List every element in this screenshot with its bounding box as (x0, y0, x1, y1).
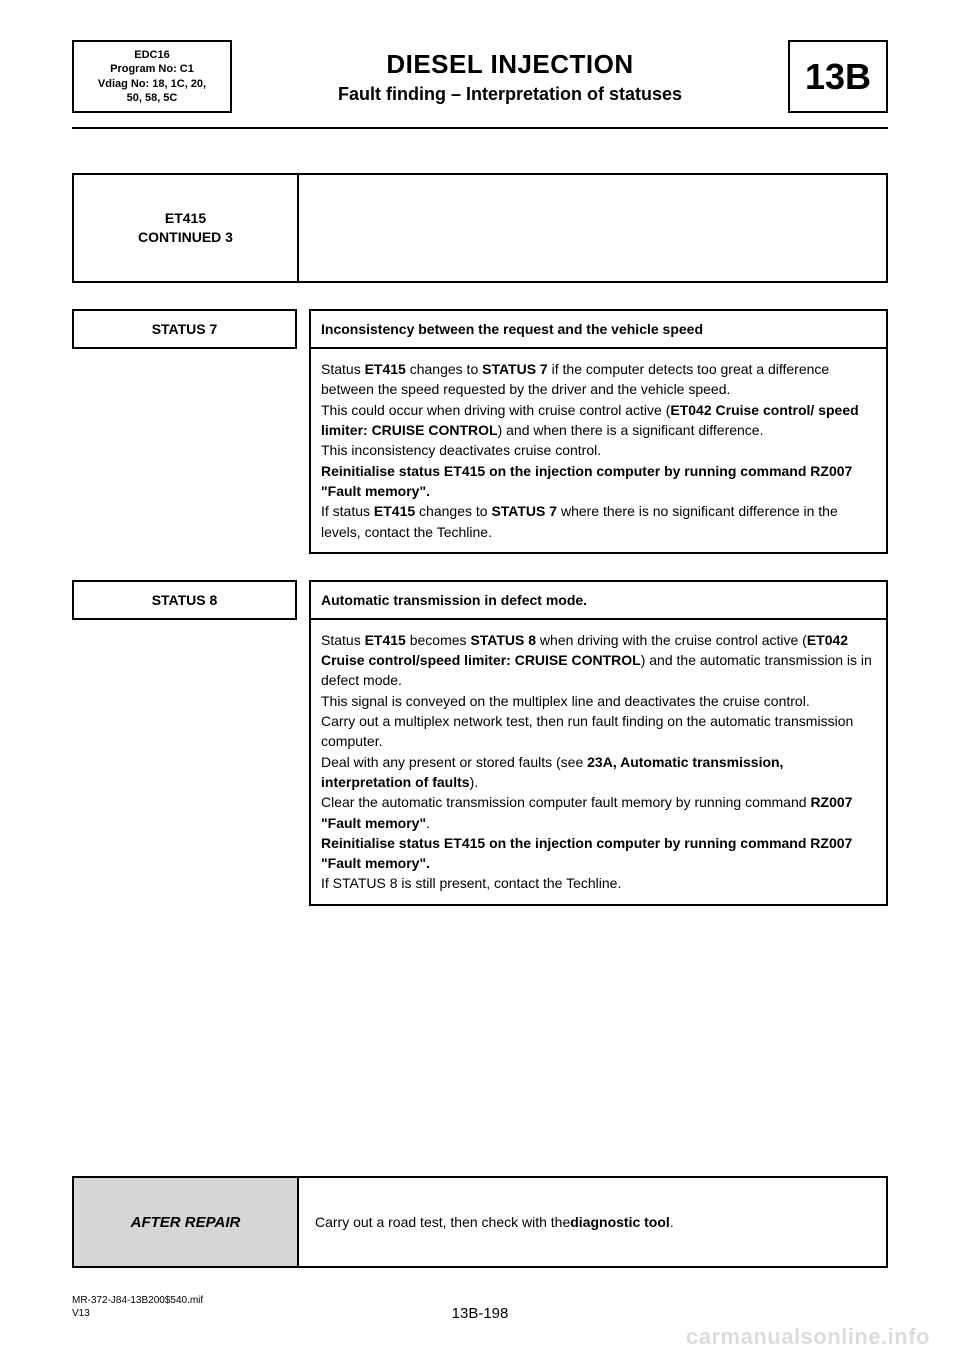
pad (72, 620, 309, 906)
page-header: EDC16 Program No: C1 Vdiag No: 18, 1C, 2… (72, 40, 888, 113)
et-header-row: ET415 CONTINUED 3 (72, 173, 888, 283)
after-repair-row: AFTER REPAIR Carry out a road test, then… (72, 1176, 888, 1268)
section-code: 13B (805, 56, 871, 98)
vdiag-line: Program No: C1 (110, 62, 194, 76)
page: EDC16 Program No: C1 Vdiag No: 18, 1C, 2… (0, 0, 960, 1358)
status-7-block: STATUS 7 Inconsistency between the reque… (72, 309, 888, 554)
page-subtitle: Fault finding – Interpretation of status… (238, 84, 782, 105)
vdiag-line: Vdiag No: 18, 1C, 20, (98, 77, 206, 91)
gap (297, 309, 309, 349)
status-7-header: STATUS 7 Inconsistency between the reque… (72, 309, 888, 349)
status-7-title: Inconsistency between the request and th… (309, 309, 888, 349)
pad (72, 349, 309, 554)
title-area: DIESEL INJECTION Fault finding – Interpr… (232, 40, 788, 113)
vdiag-line: EDC16 (134, 48, 169, 62)
section-code-box: 13B (788, 40, 888, 113)
gap (297, 580, 309, 620)
status-8-body: Status ET415 becomes STATUS 8 when drivi… (309, 620, 888, 906)
et-continued: CONTINUED 3 (138, 228, 233, 248)
vdiag-box: EDC16 Program No: C1 Vdiag No: 18, 1C, 2… (72, 40, 232, 113)
status-7-body-row: Status ET415 changes to STATUS 7 if the … (72, 349, 888, 554)
status-7-body: Status ET415 changes to STATUS 7 if the … (309, 349, 888, 554)
status-8-label: STATUS 8 (72, 580, 297, 620)
et-header-left: ET415 CONTINUED 3 (74, 175, 299, 281)
page-title: DIESEL INJECTION (238, 49, 782, 80)
header-rule (72, 127, 888, 129)
vdiag-line: 50, 58, 5C (127, 91, 178, 105)
status-8-block: STATUS 8 Automatic transmission in defec… (72, 580, 888, 906)
watermark: carmanualsonline.info (686, 1324, 930, 1350)
status-8-title: Automatic transmission in defect mode. (309, 580, 888, 620)
status-8-header: STATUS 8 Automatic transmission in defec… (72, 580, 888, 620)
status-8-body-row: Status ET415 becomes STATUS 8 when drivi… (72, 620, 888, 906)
et-header-right (299, 175, 886, 281)
footer-pagenum: 13B-198 (0, 1305, 960, 1322)
status-7-label: STATUS 7 (72, 309, 297, 349)
et-code: ET415 (165, 209, 206, 229)
after-repair-label: AFTER REPAIR (74, 1178, 299, 1266)
after-repair-text: Carry out a road test, then check with t… (299, 1178, 886, 1266)
